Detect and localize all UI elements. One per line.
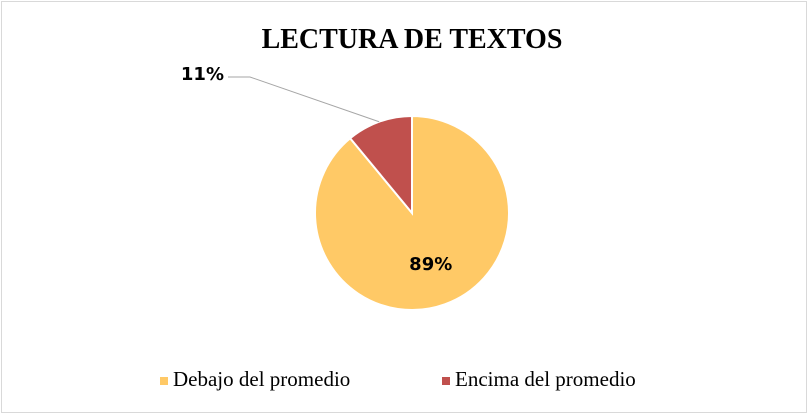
pie-slice (348, 114, 413, 216)
legend-label: Debajo del promedio (173, 367, 350, 391)
data-label: 11% (181, 64, 224, 85)
chart-title: LECTURA DE TEXTOS (262, 24, 563, 55)
legend-swatch (160, 377, 168, 385)
data-label: 89% (409, 254, 452, 275)
legend-label: Encima del promedio (455, 367, 636, 391)
legend-swatch (442, 377, 450, 385)
leader-line (228, 76, 380, 123)
